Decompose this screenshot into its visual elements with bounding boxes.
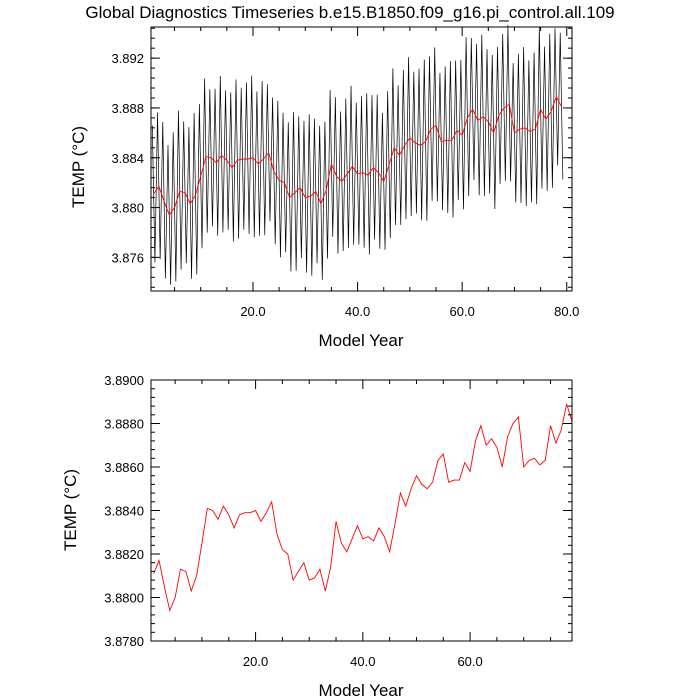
monthly-series-line: [151, 24, 564, 285]
y-tick-label: 3.876: [111, 250, 144, 265]
x-tick-label: 20.0: [240, 304, 265, 319]
x-tick-label: 40.0: [350, 654, 375, 669]
top-chart-ticks: 20.0 40.0 60.0 80.0 3.876 3.880 3.884 3.888 3.89…: [111, 27, 579, 319]
y-tick-label: 3.880: [111, 201, 144, 216]
bottom-chart-frame: [150, 379, 573, 642]
y-tick-label: 3.8860: [104, 460, 144, 475]
bottom-chart-xlabel: Model Year: [318, 681, 403, 700]
top-chart-ylabel: TEMP (°C): [69, 126, 88, 208]
y-tick-label: 3.8880: [104, 417, 144, 432]
y-tick-label: 3.884: [111, 151, 144, 166]
y-tick-label: 3.892: [111, 51, 144, 66]
y-tick-label: 3.888: [111, 101, 144, 116]
x-tick-label: 80.0: [554, 304, 579, 319]
bottom-chart-ticks: 20.0 40.0 60.0 3.8780 3.8800 3.8820 3.8840 3.88…: [104, 373, 572, 669]
x-tick-label: 20.0: [243, 654, 268, 669]
x-tick-label: 40.0: [345, 304, 370, 319]
y-tick-label: 3.8780: [104, 634, 144, 649]
x-tick-label: 60.0: [457, 654, 482, 669]
annual-mean-series-line: [153, 403, 573, 613]
top-chart-frame: [150, 26, 573, 292]
bottom-chart-ylabel: TEMP (°C): [61, 469, 80, 551]
y-tick-label: 3.8820: [104, 547, 144, 562]
top-chart-panel: 20.0 40.0 60.0 80.0 3.876 3.880 3.884 3.888 3.89…: [69, 24, 579, 350]
annual-mean-line: [153, 403, 573, 613]
y-tick-label: 3.8840: [104, 504, 144, 519]
annual-mean-series-line: [153, 95, 562, 216]
y-tick-label: 3.8900: [104, 373, 144, 388]
x-tick-label: 60.0: [450, 304, 475, 319]
figure-title: Global Diagnostics Timeseries b.e15.B185…: [85, 3, 614, 22]
top-chart-xlabel: Model Year: [318, 331, 403, 350]
annual-mean-line: [153, 95, 562, 216]
bottom-chart-panel: 20.0 40.0 60.0 3.8780 3.8800 3.8820 3.8840 3.88…: [61, 373, 573, 700]
y-tick-label: 3.8800: [104, 591, 144, 606]
monthly-line: [151, 24, 564, 285]
